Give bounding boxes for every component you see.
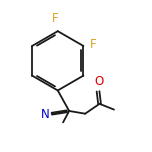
Text: O: O — [94, 74, 103, 88]
Text: N: N — [41, 108, 50, 121]
Text: F: F — [52, 12, 59, 25]
Text: F: F — [90, 38, 97, 51]
